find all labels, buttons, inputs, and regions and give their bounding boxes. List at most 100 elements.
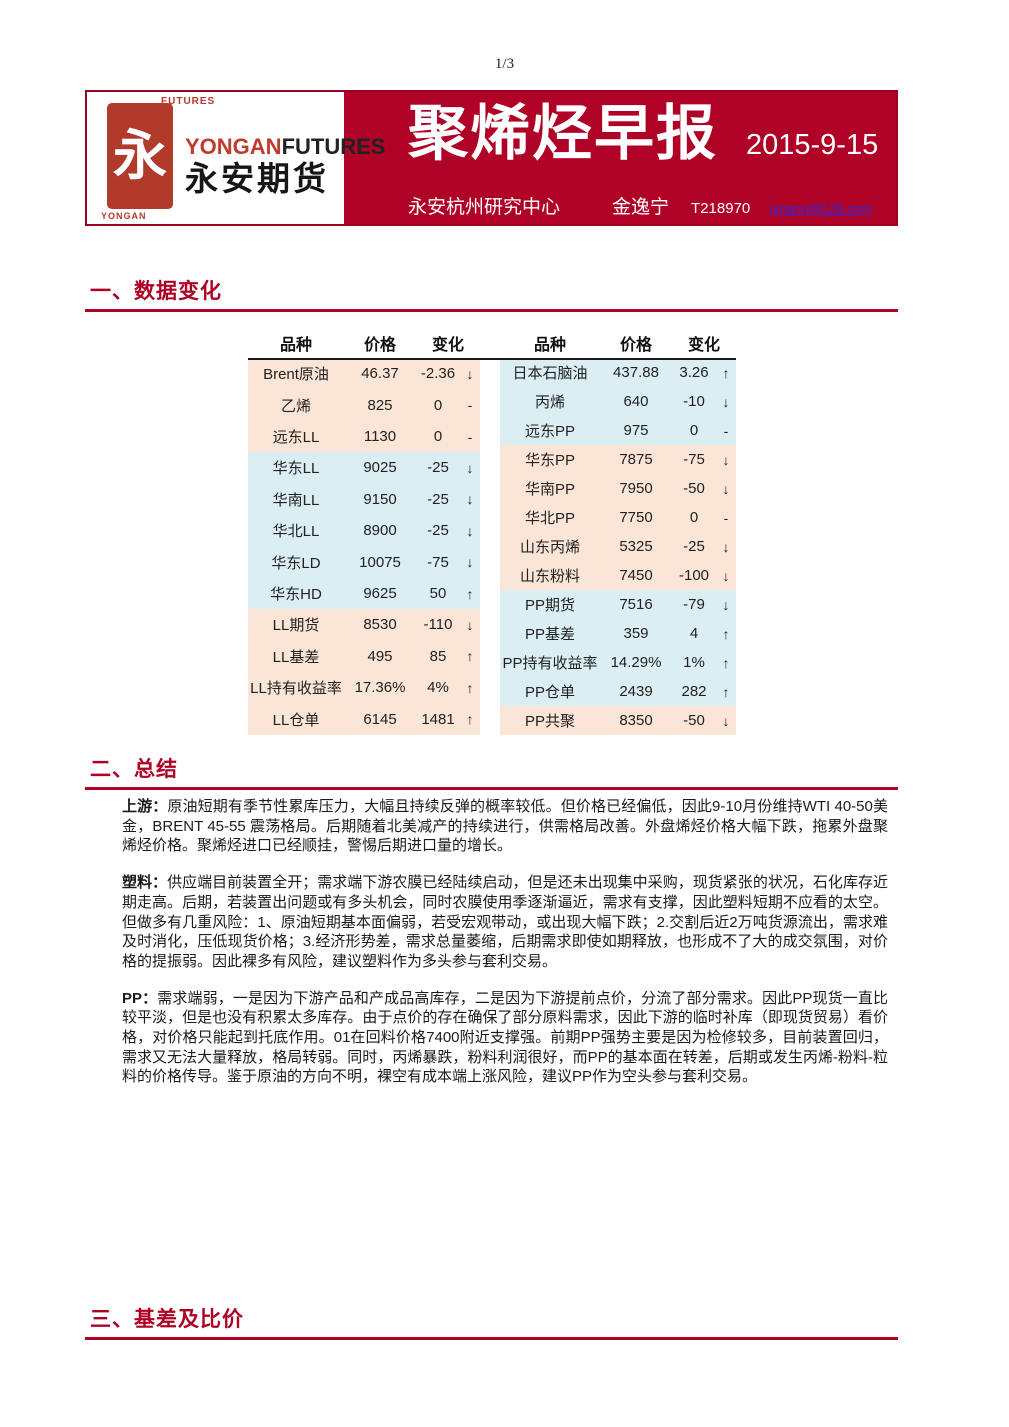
paragraph-pp: PP：需求端弱，一是因为下游产品和产成品高库存，二是因为下游提前点价，分流了部分… (122, 989, 888, 1088)
change-direction-icon: - (716, 416, 736, 445)
seal-yongan-text: YONGAN (101, 211, 147, 221)
title-row: 聚烯烃早报 2015-9-15 (408, 98, 878, 170)
cell-price: 8350 (600, 706, 672, 735)
change-direction-icon: ↑ (716, 648, 736, 677)
table-row: 华北LL 8900 -25 ↓ (248, 515, 480, 547)
cell-change: 1481 (416, 703, 460, 735)
col-header-change: 变化 (431, 337, 464, 354)
table-header-rule (248, 358, 736, 360)
cell-price: 640 (600, 387, 672, 416)
cell-price: 14.29% (600, 648, 672, 677)
cell-name: Brent原油 (248, 358, 344, 390)
section-heading-data-changes: 一、数据变化 (85, 280, 898, 312)
table-row: PP期货 7516 -79 ↓ (500, 590, 736, 619)
cell-change: 0 (672, 503, 716, 532)
cell-change: -25 (416, 452, 460, 484)
cell-price: 9150 (344, 483, 416, 516)
report-date: 2015-9-15 (746, 129, 879, 161)
paragraph-label: PP： (122, 989, 158, 1007)
col-header-variety: 品种 (533, 337, 566, 354)
cell-change: -110 (416, 609, 460, 641)
table-row: 华北PP 7750 0- (500, 503, 736, 532)
change-direction-icon: ↑ (716, 619, 736, 648)
change-direction-icon: ↓ (716, 387, 736, 416)
cell-change: 282 (672, 677, 716, 706)
change-direction-icon: ↓ (460, 483, 480, 516)
change-direction-icon: - (460, 389, 480, 421)
cell-name: LL仓单 (248, 703, 344, 735)
table-row: 乙烯 825 0- (248, 389, 480, 421)
col-header-price: 价格 (363, 337, 396, 354)
col-header-variety: 品种 (279, 337, 312, 354)
brand-futures: FUTURES (281, 134, 386, 159)
section-heading-basis: 三、基差及比价 (85, 1308, 898, 1340)
cell-price: 495 (344, 640, 416, 673)
table-header-row: 品种 价格 变化 (500, 328, 736, 358)
section-title: 一、数据变化 (90, 280, 222, 303)
change-direction-icon: ↓ (460, 358, 480, 390)
section-heading-summary: 二、总结 (85, 758, 898, 790)
table-row: 远东LL 1130 0- (248, 420, 480, 453)
table-row: LL持有收益率 17.36% 4% ↑ (248, 672, 480, 704)
table-row: LL期货 8530 -110 ↓ (248, 609, 480, 641)
change-direction-icon: - (716, 503, 736, 532)
table-row: 华东PP 7875 -75 ↓ (500, 445, 736, 474)
cell-change: 3.26 (672, 358, 716, 387)
paragraph-text: 原油短期有季节性累库压力，大幅且持续反弹的概率较低。但价格已经偏低，因此9-10… (122, 798, 888, 855)
cell-price: 7450 (600, 561, 672, 590)
summary-text-block: 上游：原油短期有季节性累库压力，大幅且持续反弹的概率较低。但价格已经偏低，因此9… (122, 797, 888, 1104)
table-row: PP共聚 8350 -50 ↓ (500, 706, 736, 735)
change-direction-icon: ↓ (460, 515, 480, 547)
change-direction-icon: ↓ (716, 474, 736, 503)
research-center: 永安杭州研究中心 (408, 197, 561, 218)
paragraph-text: 供应端目前装置全开；需求端下游农膜已经陆续启动，但是还未出现集中采购，现货紧张的… (122, 874, 888, 970)
table-row: 山东丙烯 5325 -25 ↓ (500, 532, 736, 561)
change-direction-icon: ↑ (460, 577, 480, 610)
table-row: 华南LL 9150 -25 ↓ (248, 483, 480, 516)
cell-name: 远东LL (248, 420, 344, 453)
cell-change: 0 (416, 389, 460, 421)
table-row: LL基差 495 85 ↑ (248, 640, 480, 673)
change-direction-icon: ↓ (460, 452, 480, 484)
yongan-seal-icon: 永 (107, 103, 173, 209)
table-header-row: 品种 价格 变化 (248, 328, 480, 358)
cell-price: 5325 (600, 532, 672, 561)
change-direction-icon: ↑ (460, 672, 480, 704)
change-direction-icon: ↓ (460, 546, 480, 578)
cell-change: -10 (672, 387, 716, 416)
cell-price: 2439 (600, 677, 672, 706)
pp-data-table: 品种 价格 变化 日本石脑油 437.88 3.26 ↑ 丙烯 640 -10 ↓ 远东PP 97… (500, 328, 736, 735)
table-row: 华东LD 10075 -75 ↓ (248, 546, 480, 578)
cell-price: 7750 (600, 503, 672, 532)
cell-name: 山东丙烯 (500, 532, 600, 561)
cell-name: 丙烯 (500, 387, 600, 416)
paragraph-plastics: 塑料：供应端目前装置全开；需求端下游农膜已经陆续启动，但是还未出现集中采购，现货… (122, 873, 888, 972)
change-direction-icon: ↑ (716, 358, 736, 387)
report-header-banner: 永 FUTURES YONGAN YONGANFUTURES 永安期货 聚烯烃早… (85, 90, 898, 226)
cell-name: 远东PP (500, 416, 600, 445)
cell-name: 山东粉料 (500, 561, 600, 590)
author-email-link[interactable]: jynann@126.com (770, 201, 872, 216)
cell-name: 华东HD (248, 577, 344, 610)
change-direction-icon: ↓ (716, 532, 736, 561)
page-number: 1/3 (494, 56, 515, 72)
section-title: 二、总结 (90, 758, 178, 781)
table-gap (480, 328, 500, 735)
cell-change: -75 (416, 546, 460, 578)
cell-name: 华东PP (500, 445, 600, 474)
table-row: Brent原油 46.37 -2.36 ↓ (248, 358, 480, 390)
table-row: PP仓单 2439 282 ↑ (500, 677, 736, 706)
table-row: 日本石脑油 437.88 3.26 ↑ (500, 358, 736, 387)
cell-name: 日本石脑油 (500, 358, 600, 387)
cell-name: PP共聚 (500, 706, 600, 735)
ll-data-table: 品种 价格 变化 Brent原油 46.37 -2.36 ↓ 乙烯 825 0- 远东LL 11… (248, 328, 480, 735)
change-direction-icon: ↓ (460, 609, 480, 641)
cell-price: 8900 (344, 515, 416, 547)
table-row: LL仓单 6145 1481 ↑ (248, 703, 480, 735)
company-logo: 永 FUTURES YONGAN YONGANFUTURES 永安期货 (87, 92, 385, 224)
cell-change: 4% (416, 672, 460, 704)
cell-price: 1130 (344, 420, 416, 453)
table-row: PP持有收益率 14.29% 1% ↑ (500, 648, 736, 677)
cell-name: PP持有收益率 (500, 648, 600, 677)
cell-price: 6145 (344, 703, 416, 735)
